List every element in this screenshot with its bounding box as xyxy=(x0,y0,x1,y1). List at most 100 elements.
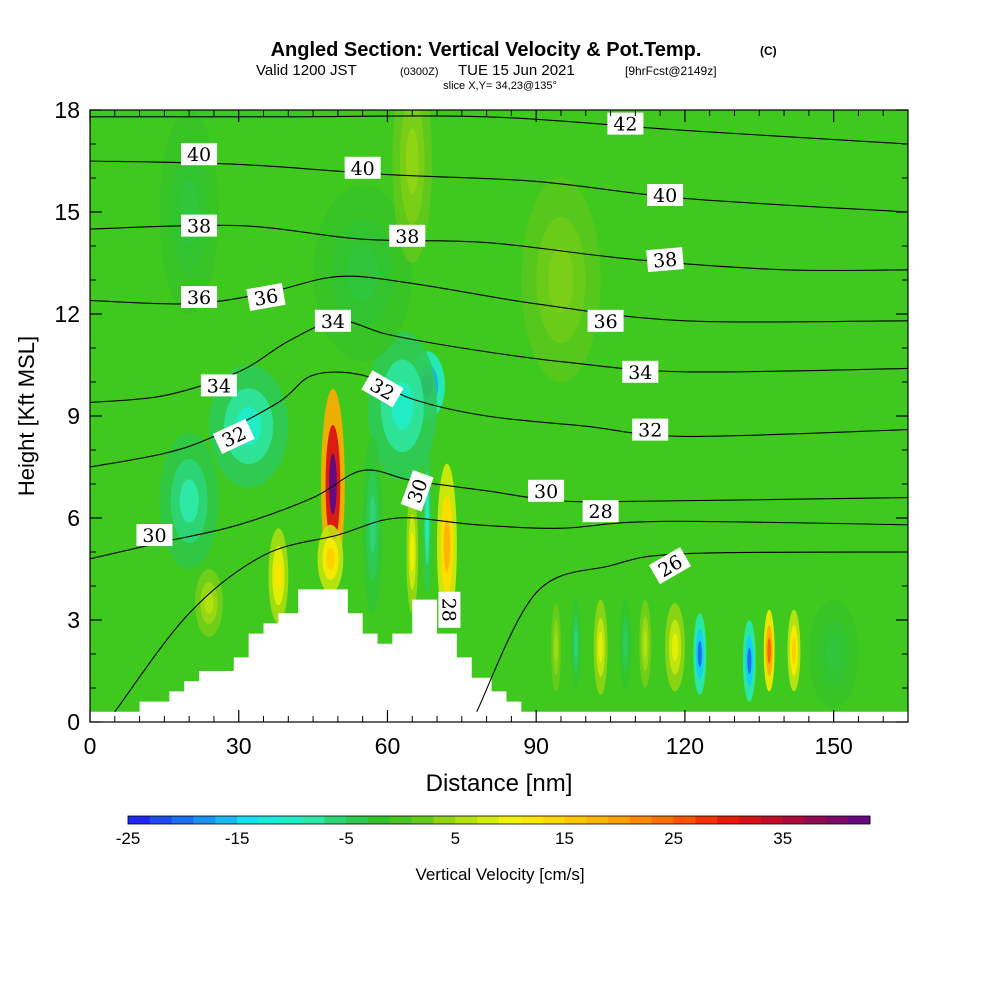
y-tick-label: 0 xyxy=(67,709,80,735)
y-tick-label: 18 xyxy=(54,97,80,123)
contour-label: 36 xyxy=(587,309,624,333)
colorbar-swatch xyxy=(433,816,456,824)
contour-label: 32 xyxy=(632,418,669,442)
contour-label-box xyxy=(361,370,404,408)
velocity-cell xyxy=(767,637,771,664)
colorbar-swatch xyxy=(651,816,675,824)
colorbar-swatch xyxy=(368,816,391,824)
velocity-cell xyxy=(204,592,214,614)
velocity-cell xyxy=(346,244,379,302)
contour-label-text: 38 xyxy=(652,249,678,273)
colorbar-swatch xyxy=(477,816,500,824)
colorbar-tick-label: -25 xyxy=(116,829,141,848)
contour-label-box xyxy=(181,214,218,237)
colorbar-swatch xyxy=(258,816,282,824)
velocity-cell xyxy=(697,640,702,668)
colorbar-swatch xyxy=(280,816,304,824)
y-tick-label: 3 xyxy=(67,607,80,633)
contour-label-text: 36 xyxy=(187,287,211,309)
contour-label-text: 36 xyxy=(593,311,617,333)
colorbar-tick-label: 25 xyxy=(664,829,683,848)
contour-label-box xyxy=(622,360,659,383)
contour-label: 40 xyxy=(344,156,381,180)
colorbar-tick-label: -5 xyxy=(339,829,354,848)
colorbar-swatch xyxy=(215,816,238,824)
theta-contour-26 xyxy=(476,551,908,713)
contour-label-text: 42 xyxy=(613,114,637,136)
y-tick-label: 6 xyxy=(67,505,80,531)
contour-label-box xyxy=(246,283,286,311)
velocity-cell xyxy=(574,629,578,658)
x-tick-label: 120 xyxy=(666,733,704,759)
x-tick-label: 150 xyxy=(814,733,852,759)
chart-title: Angled Section: Vertical Velocity & Pot.… xyxy=(271,39,702,61)
colorbar-swatch xyxy=(455,816,478,824)
colorbar-label: Vertical Velocity [cm/s] xyxy=(415,865,584,884)
velocity-cell xyxy=(275,560,282,592)
velocity-cell xyxy=(425,494,429,542)
contour-label-box xyxy=(400,470,434,512)
contour-label-box xyxy=(389,224,426,247)
colorbar-swatch xyxy=(804,816,827,824)
theta-contour-40 xyxy=(90,160,908,213)
colorbar-swatch xyxy=(695,816,718,824)
contour-label-box xyxy=(528,479,565,502)
colorbar-swatch xyxy=(128,816,151,824)
title-mark: (C) xyxy=(760,44,777,58)
contour-label-text: 30 xyxy=(534,481,558,503)
colorbar-swatch xyxy=(782,816,806,824)
theta-contour-28 xyxy=(114,517,908,713)
contour-label-text: 40 xyxy=(187,144,211,166)
colorbar-swatch xyxy=(171,816,194,824)
contour-label: 38 xyxy=(646,247,684,273)
colorbar-tick-label: 35 xyxy=(773,829,792,848)
colorbar-swatch xyxy=(760,816,784,824)
colorbar-swatch xyxy=(542,816,565,824)
y-tick-label: 15 xyxy=(54,199,80,225)
x-axis-label: Distance [nm] xyxy=(426,770,573,797)
contour-label-text: 34 xyxy=(321,311,345,333)
velocity-cell xyxy=(405,128,419,194)
velocity-cell xyxy=(671,633,679,662)
colorbar-swatch xyxy=(520,816,544,824)
colorbar-swatch xyxy=(586,816,609,824)
colorbar-swatch xyxy=(411,816,435,824)
velocity-cell xyxy=(326,547,335,570)
colorbar-swatch xyxy=(149,816,173,824)
x-tick-label: 0 xyxy=(84,733,97,759)
contour-label-box xyxy=(607,112,644,135)
contour-label-text: 38 xyxy=(187,216,211,238)
colorbar-swatch xyxy=(324,816,347,824)
velocity-cell xyxy=(443,519,451,572)
velocity-cell xyxy=(623,629,628,658)
contour-label-text: 36 xyxy=(252,285,280,311)
colorbar-swatch xyxy=(848,816,871,824)
contour-label: 40 xyxy=(181,143,218,166)
x-tick-label: 60 xyxy=(375,733,401,759)
contour-label: 36 xyxy=(181,286,218,309)
colorbar-swatch xyxy=(499,816,522,824)
contour-label-box xyxy=(200,374,237,397)
velocity-cell xyxy=(554,633,558,662)
contour-label: 30 xyxy=(528,479,565,503)
velocity-cell xyxy=(747,647,752,674)
contour-label-box xyxy=(212,418,255,454)
colorbar-swatch xyxy=(346,816,369,824)
contour-label-box xyxy=(587,309,624,332)
valid-utc: (0300Z) xyxy=(400,66,439,78)
velocity-cell xyxy=(369,496,376,554)
y-tick-label: 9 xyxy=(67,403,80,429)
x-axis: 0 30 60 90 120 150 xyxy=(84,110,909,759)
contour-label-box xyxy=(314,309,351,332)
contour-label-box xyxy=(181,286,218,308)
x-tick-label: 90 xyxy=(523,733,549,759)
theta-contour-38 xyxy=(90,224,908,272)
y-axis-label: Height [Kft MSL] xyxy=(14,336,39,496)
colorbar-swatch xyxy=(673,816,696,824)
colorbar-swatch xyxy=(302,816,325,824)
contour-label-text: 38 xyxy=(395,226,419,248)
colorbar-tick-label: -15 xyxy=(225,829,250,848)
x-tick-label: 30 xyxy=(226,733,252,759)
